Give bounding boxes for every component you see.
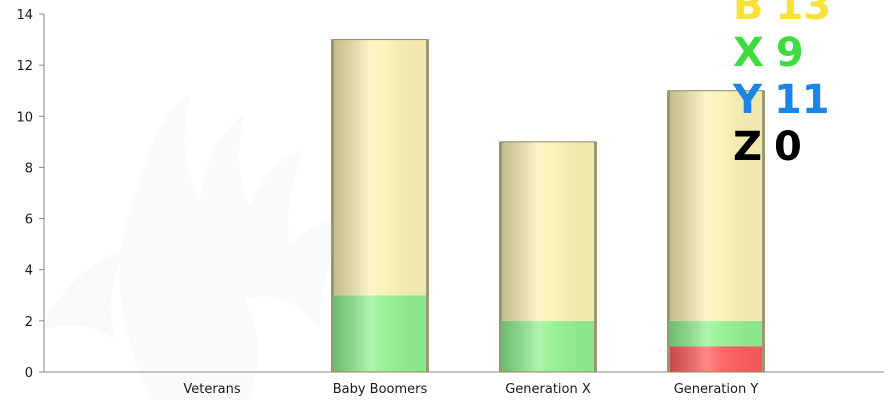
bar-segment-x	[500, 320, 596, 372]
legend-letter: X	[733, 30, 764, 76]
bar-edge-right	[762, 90, 765, 372]
bar-segment-y	[668, 90, 764, 321]
legend-value: 0	[774, 124, 802, 170]
y-tick-label: 2	[25, 315, 33, 330]
bar-shine	[500, 141, 596, 321]
bar-edge-right	[426, 39, 429, 372]
bar-segment-x	[668, 320, 764, 347]
x-axis-category-labels: Veterans Baby Boomers Generation X Generati…	[183, 382, 758, 397]
bar-shine	[332, 295, 428, 372]
bar-shine	[668, 320, 764, 347]
legend-value: 13	[775, 0, 832, 29]
y-tick-label: 12	[16, 59, 33, 74]
bar-segment-z	[668, 346, 764, 372]
bars	[331, 39, 765, 373]
legend-letter: Z	[733, 124, 763, 170]
y-tick-label: 8	[25, 161, 33, 176]
y-tick-label: 6	[25, 213, 33, 228]
bar-edge-left	[331, 39, 334, 372]
bar-edge-left	[499, 141, 502, 372]
bar-edge-right	[594, 141, 597, 372]
bar-shine	[668, 90, 764, 321]
bar-segment-y	[500, 141, 596, 321]
y-tick-label: 10	[16, 110, 33, 125]
x-category-label: Baby Boomers	[333, 382, 428, 397]
bar-shine	[332, 39, 428, 296]
legend-item-y: Y 11	[733, 77, 831, 124]
legend-value: 11	[773, 77, 830, 123]
legend: B 13 X 9 Y 11 Z 0	[733, 0, 831, 171]
x-category-label: Veterans	[183, 382, 241, 397]
legend-value: 9	[775, 30, 804, 76]
y-tick-label: 14	[16, 8, 33, 23]
legend-letter: B	[733, 0, 764, 29]
bar-segment-y	[332, 39, 428, 296]
bar-segment-x	[332, 295, 428, 372]
x-category-label: Generation Y	[674, 382, 759, 397]
legend-letter: Y	[733, 77, 762, 123]
y-tick-label: 4	[25, 264, 33, 279]
y-axis-tick-labels: 0 2 4 6 8 10 12 14	[16, 8, 33, 381]
x-category-label: Generation X	[505, 382, 591, 397]
bar-shine	[500, 320, 596, 372]
watermark-bird-icon	[40, 95, 355, 400]
legend-item-b: B 13	[733, 0, 831, 30]
bar-shine	[668, 346, 764, 372]
y-tick-label: 0	[25, 366, 33, 381]
bar-edge-left	[667, 90, 670, 372]
